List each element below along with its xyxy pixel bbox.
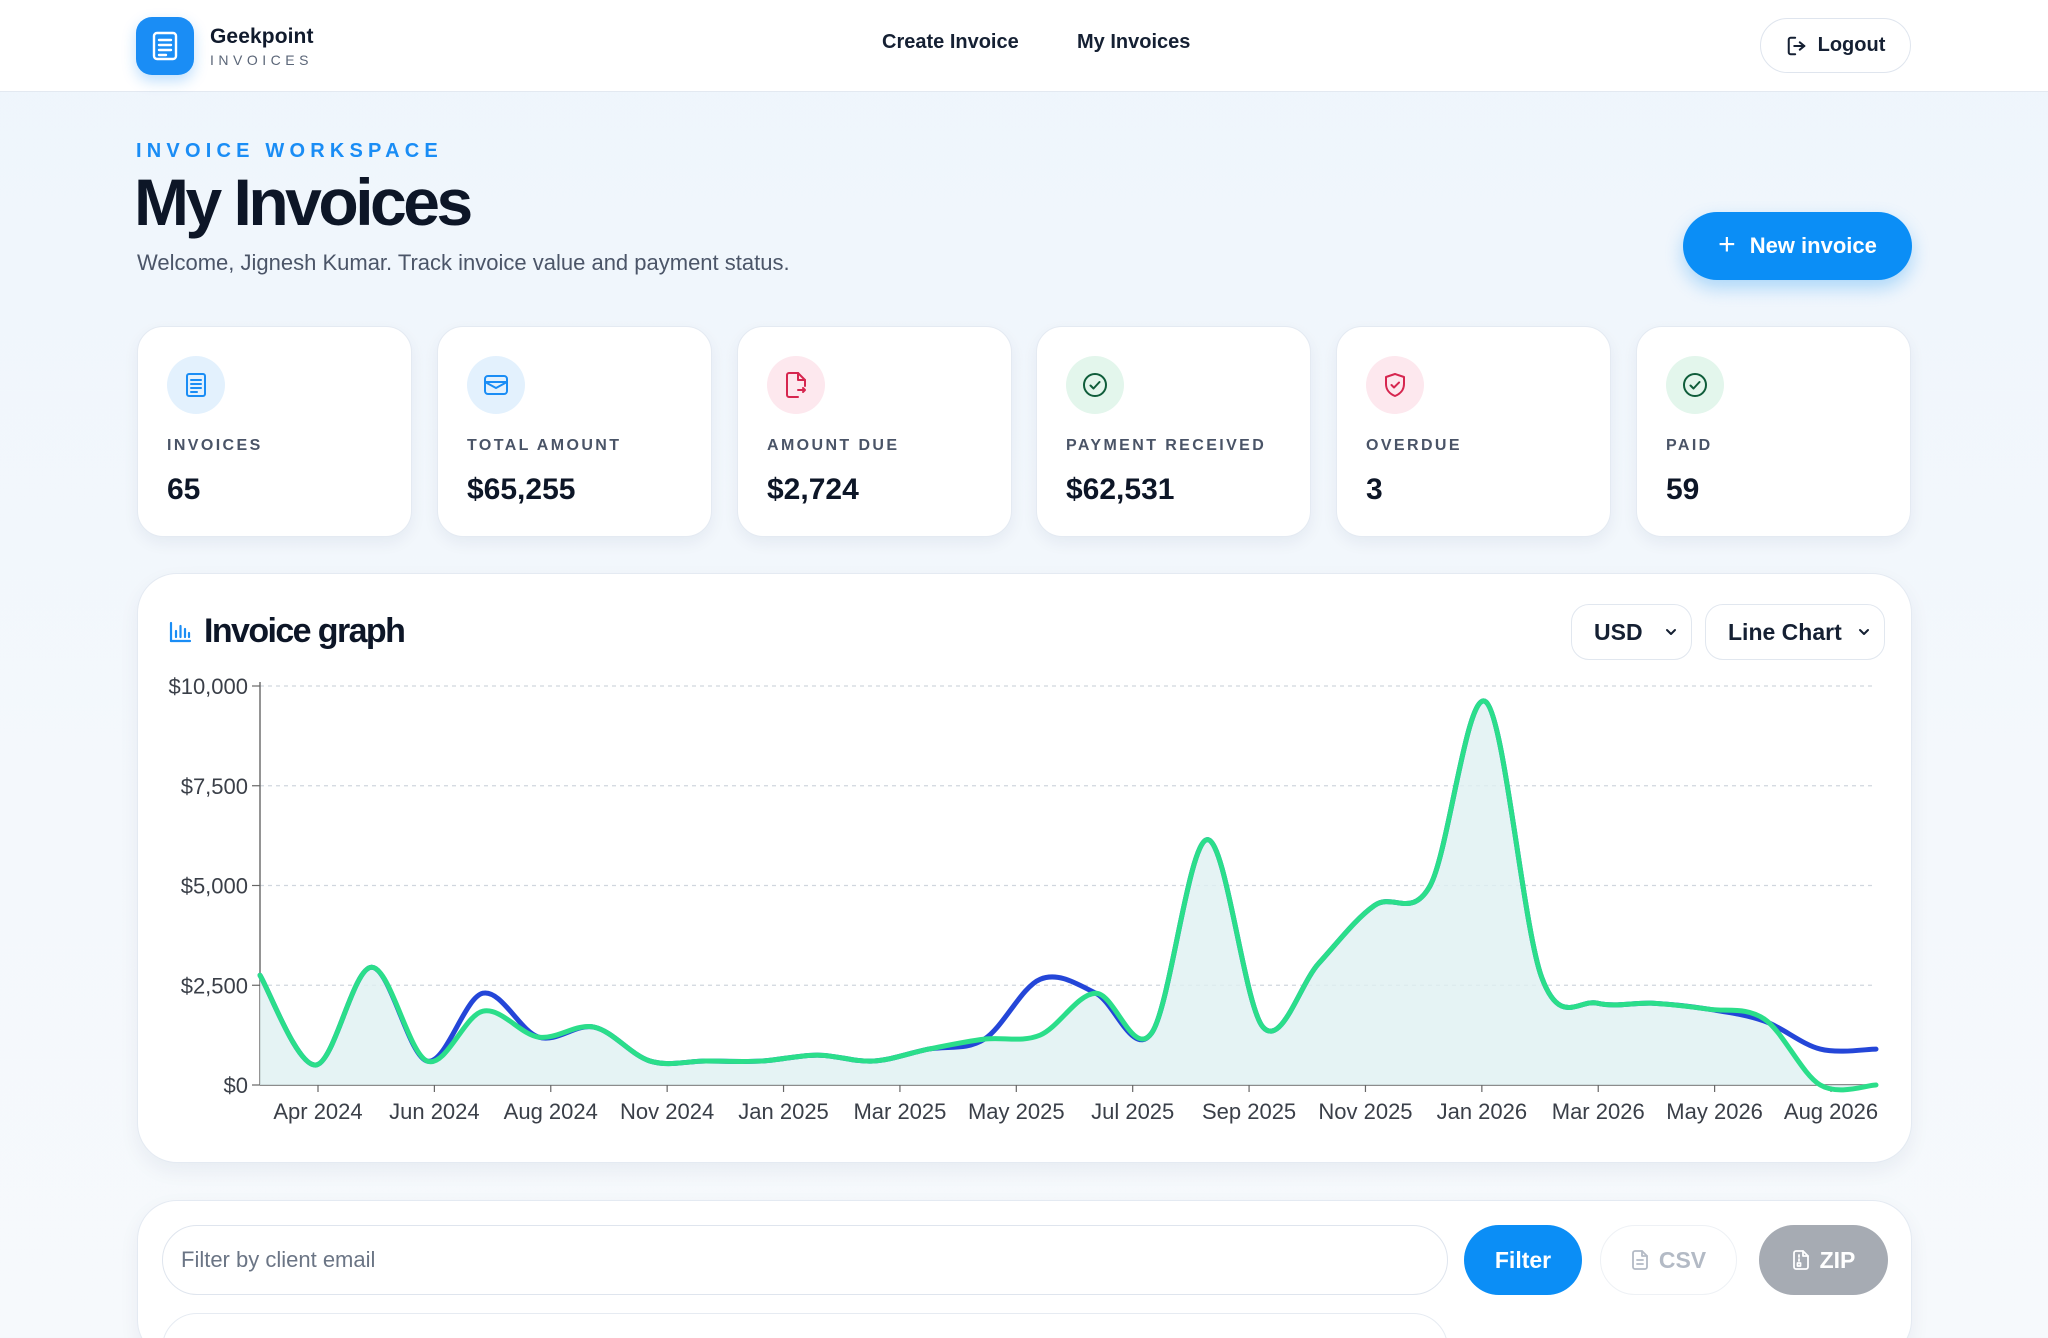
y-tick-label: $0	[224, 1073, 248, 1098]
shield-alert-icon	[1366, 356, 1424, 414]
bar-chart-icon	[169, 621, 192, 642]
stat-value: $65,255	[467, 473, 576, 506]
y-tick-label: $2,500	[181, 973, 248, 998]
receipt-icon	[167, 356, 225, 414]
plus-icon: +	[1718, 227, 1736, 261]
stat-label: OVERDUE	[1366, 437, 1462, 454]
chevron-down-icon	[1859, 629, 1869, 635]
file-csv-icon	[1631, 1250, 1648, 1270]
invoice-graph-panel: Invoice graph USD Line Chart $0 $2,500 $5,…	[137, 573, 1912, 1163]
x-tick-label: Nov 2025	[1318, 1099, 1412, 1124]
series-area-fill	[260, 700, 1876, 1090]
csv-label: CSV	[1658, 1246, 1707, 1273]
nav-create-invoice[interactable]: Create Invoice	[882, 31, 1019, 53]
chart-type-select[interactable]: Line Chart	[1705, 604, 1885, 660]
nav-my-invoices[interactable]: My Invoices	[1077, 31, 1191, 53]
x-tick-label: May 2026	[1666, 1099, 1763, 1124]
x-tick-label: May 2025	[968, 1099, 1065, 1124]
logout-button[interactable]: Logout	[1760, 18, 1911, 73]
y-tick-label: $5,000	[181, 874, 248, 899]
stat-value: 3	[1366, 473, 1383, 506]
invoice-line-chart: $0 $2,500 $5,000 $7,500 $10,000 Apr 2024 Jun 2…	[168, 674, 1879, 1124]
new-invoice-button[interactable]: + New invoice	[1683, 212, 1912, 280]
logout-icon	[1787, 36, 1805, 55]
graph-title: Invoice graph	[204, 612, 406, 650]
currency-select[interactable]: USD	[1571, 604, 1692, 660]
top-navbar: Geekpoint INVOICES Create Invoice My Inv…	[0, 0, 2048, 92]
stat-label: INVOICES	[167, 437, 263, 454]
currency-value: USD	[1594, 618, 1643, 645]
csv-export-button[interactable]: CSV	[1600, 1225, 1737, 1295]
x-tick-label: Nov 2024	[620, 1099, 714, 1124]
check-circle-icon	[1666, 356, 1724, 414]
x-tick-label: Jan 2026	[1437, 1099, 1528, 1124]
series-line-2	[257, 698, 1879, 1093]
stat-card-paid: PAID 59	[1636, 326, 1911, 537]
stat-label: AMOUNT DUE	[767, 437, 900, 454]
stat-label: PAID	[1666, 437, 1713, 454]
section-eyebrow: INVOICE WORKSPACE	[136, 140, 443, 162]
x-tick-label: Mar 2026	[1552, 1099, 1645, 1124]
new-invoice-label: New invoice	[1749, 233, 1877, 258]
stat-card-payment-received: PAYMENT RECEIVED $62,531	[1036, 326, 1311, 537]
stat-card-total-amount: TOTAL AMOUNT $65,255	[437, 326, 712, 537]
x-tick-label: Sep 2025	[1202, 1099, 1296, 1124]
brand[interactable]: Geekpoint INVOICES	[136, 17, 314, 75]
welcome-text: Welcome, Jignesh Kumar. Track invoice va…	[137, 250, 790, 275]
stat-label: PAYMENT RECEIVED	[1066, 437, 1267, 454]
stat-card-invoices: INVOICES 65	[137, 326, 412, 537]
stat-card-overdue: OVERDUE 3	[1336, 326, 1611, 537]
stat-value: $2,724	[767, 473, 859, 506]
filter-button[interactable]: Filter	[1464, 1225, 1582, 1295]
x-tick-label: Jun 2024	[389, 1099, 480, 1124]
check-circle-icon	[1066, 356, 1124, 414]
stat-value: 65	[167, 473, 201, 506]
x-tick-label: Aug 2026	[1784, 1099, 1878, 1124]
file-due-icon	[767, 356, 825, 414]
y-tick-label: $10,000	[168, 674, 248, 699]
x-tick-label: Jul 2025	[1091, 1099, 1174, 1124]
stat-card-amount-due: AMOUNT DUE $2,724	[737, 326, 1012, 537]
chevron-down-icon	[1666, 629, 1676, 635]
brand-subtitle: INVOICES	[210, 51, 313, 68]
stat-value: $62,531	[1066, 473, 1175, 506]
logout-label: Logout	[1817, 34, 1886, 56]
x-tick-label: Apr 2024	[273, 1099, 362, 1124]
x-tick-label: Jan 2025	[738, 1099, 829, 1124]
stat-label: TOTAL AMOUNT	[467, 437, 622, 454]
zip-label: ZIP	[1819, 1246, 1856, 1273]
client-email-filter-input[interactable]	[162, 1225, 1448, 1295]
brand-name: Geekpoint	[210, 24, 314, 48]
zip-export-button[interactable]: ZIP	[1759, 1225, 1888, 1295]
chart-type-value: Line Chart	[1728, 618, 1842, 645]
file-zip-icon	[1792, 1250, 1809, 1270]
x-tick-label: Aug 2024	[504, 1099, 598, 1124]
document-icon	[136, 17, 194, 75]
x-tick-label: Mar 2025	[853, 1099, 946, 1124]
wallet-icon	[467, 356, 525, 414]
secondary-filter-field[interactable]	[162, 1313, 1448, 1338]
y-tick-label: $7,500	[181, 774, 248, 799]
page-title: My Invoices	[134, 165, 473, 239]
stat-value: 59	[1666, 473, 1700, 506]
filter-panel: Filter CSV ZIP	[137, 1200, 1912, 1338]
